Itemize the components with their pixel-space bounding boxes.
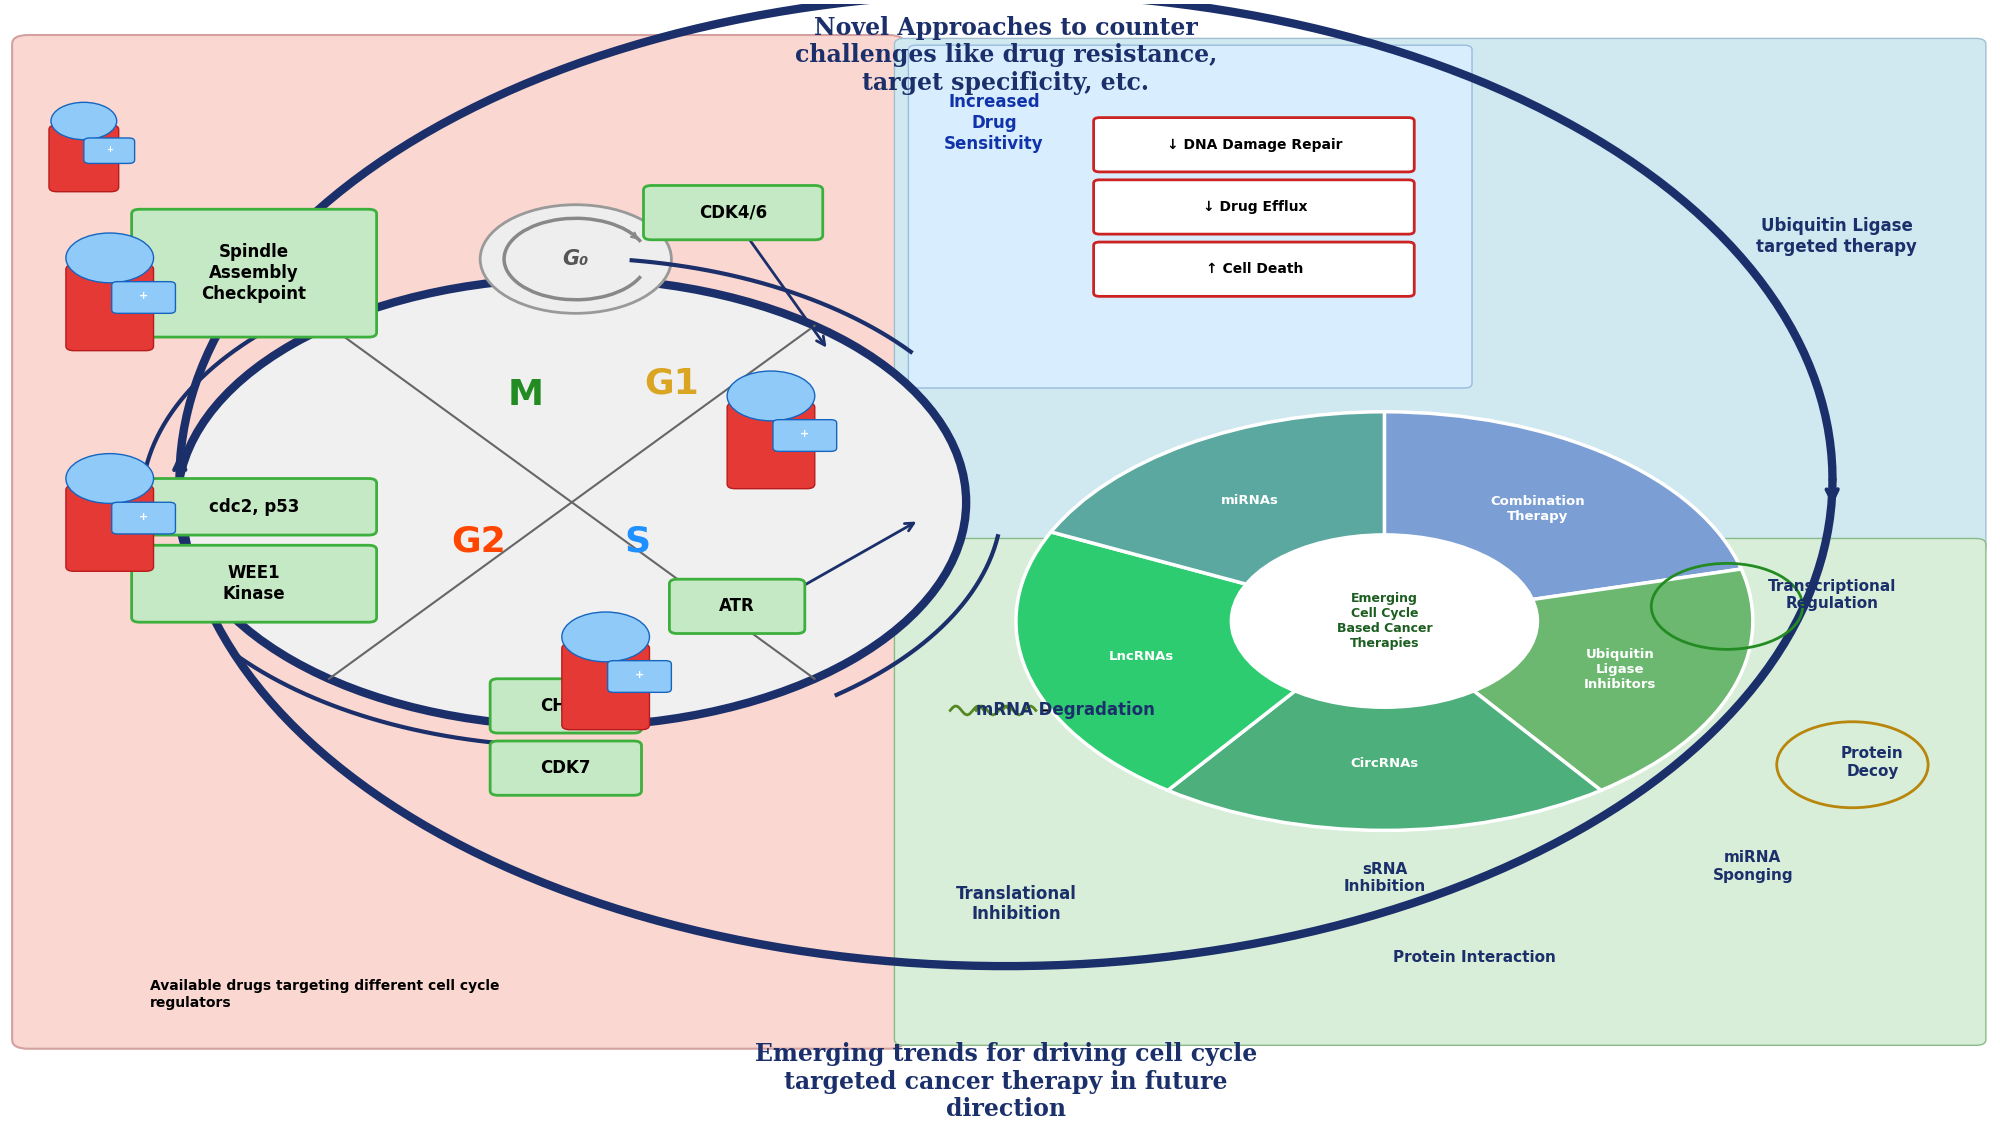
Text: ↓ Drug Efflux: ↓ Drug Efflux [1202,200,1308,214]
Text: G₀: G₀ [562,249,588,269]
Circle shape [66,233,154,283]
Text: M: M [508,377,544,412]
FancyBboxPatch shape [132,479,376,535]
Circle shape [1230,534,1540,709]
FancyBboxPatch shape [490,741,642,796]
FancyBboxPatch shape [1094,180,1414,234]
FancyBboxPatch shape [670,579,804,634]
Wedge shape [1168,621,1600,830]
FancyBboxPatch shape [562,644,650,730]
Wedge shape [1384,412,1742,621]
Circle shape [66,454,154,504]
Text: +: + [138,292,148,301]
FancyBboxPatch shape [66,264,154,351]
Text: Protein Interaction: Protein Interaction [1392,950,1556,964]
Text: Novel Approaches to counter
challenges like drug resistance,
target specificity,: Novel Approaches to counter challenges l… [794,16,1218,95]
Circle shape [562,612,650,662]
FancyBboxPatch shape [894,538,1986,1045]
Text: Transcriptional
Regulation: Transcriptional Regulation [1768,579,1896,611]
Text: Available drugs targeting different cell cycle
regulators: Available drugs targeting different cell… [150,979,500,1010]
FancyBboxPatch shape [132,545,376,622]
FancyBboxPatch shape [12,35,904,1049]
Text: LncRNAs: LncRNAs [1110,650,1174,663]
Text: CDK7: CDK7 [540,759,592,777]
Circle shape [50,103,116,140]
Circle shape [728,370,814,421]
Text: CHK1: CHK1 [540,697,592,715]
FancyBboxPatch shape [608,661,672,692]
FancyBboxPatch shape [490,678,642,733]
Text: miRNAs: miRNAs [1222,495,1280,507]
Text: +: + [138,512,148,522]
Text: CDK4/6: CDK4/6 [700,204,768,221]
Wedge shape [1384,569,1752,790]
Text: sRNA
Inhibition: sRNA Inhibition [1344,862,1426,894]
Text: Emerging
Cell Cycle
Based Cancer
Therapies: Emerging Cell Cycle Based Cancer Therapi… [1336,592,1432,650]
Wedge shape [1052,412,1384,621]
Text: G1: G1 [644,366,698,400]
Text: Translational
Inhibition: Translational Inhibition [956,885,1076,923]
Text: Combination
Therapy: Combination Therapy [1490,495,1586,522]
Text: G2: G2 [450,524,506,559]
FancyBboxPatch shape [894,39,1986,553]
Text: +: + [106,145,112,154]
Text: Protein
Decoy: Protein Decoy [1840,747,1904,779]
Text: Emerging trends for driving cell cycle
targeted cancer therapy in future
directi: Emerging trends for driving cell cycle t… [754,1042,1258,1122]
Text: S: S [624,524,650,559]
FancyBboxPatch shape [112,282,176,314]
Text: +: + [634,670,644,681]
FancyBboxPatch shape [1094,242,1414,296]
Text: Increased
Drug
Sensitivity: Increased Drug Sensitivity [944,93,1044,153]
Text: ↓ DNA Damage Repair: ↓ DNA Damage Repair [1168,138,1342,152]
Circle shape [480,205,672,314]
FancyBboxPatch shape [112,503,176,534]
Text: miRNA
Sponging: miRNA Sponging [1712,850,1794,882]
Text: CircRNAs: CircRNAs [1350,757,1418,770]
Text: Ubiquitin Ligase
targeted therapy: Ubiquitin Ligase targeted therapy [1756,217,1916,255]
FancyBboxPatch shape [644,186,822,239]
FancyBboxPatch shape [772,420,836,451]
FancyBboxPatch shape [48,125,118,192]
Text: Ubiquitin
Ligase
Inhibitors: Ubiquitin Ligase Inhibitors [1584,648,1656,691]
FancyBboxPatch shape [66,486,154,571]
FancyBboxPatch shape [908,46,1472,388]
Text: cdc2, p53: cdc2, p53 [208,498,300,515]
Circle shape [178,278,966,726]
FancyBboxPatch shape [1094,117,1414,172]
Text: WEE1
Kinase: WEE1 Kinase [222,564,286,603]
Text: +: + [800,430,810,439]
FancyBboxPatch shape [728,402,814,489]
Wedge shape [1016,532,1384,790]
Text: ↑ Cell Death: ↑ Cell Death [1206,262,1304,276]
FancyBboxPatch shape [84,138,134,163]
FancyBboxPatch shape [132,210,376,337]
Text: mRNA Degradation: mRNA Degradation [976,701,1156,719]
Text: ATR: ATR [720,597,754,616]
Text: Spindle
Assembly
Checkpoint: Spindle Assembly Checkpoint [202,243,306,303]
